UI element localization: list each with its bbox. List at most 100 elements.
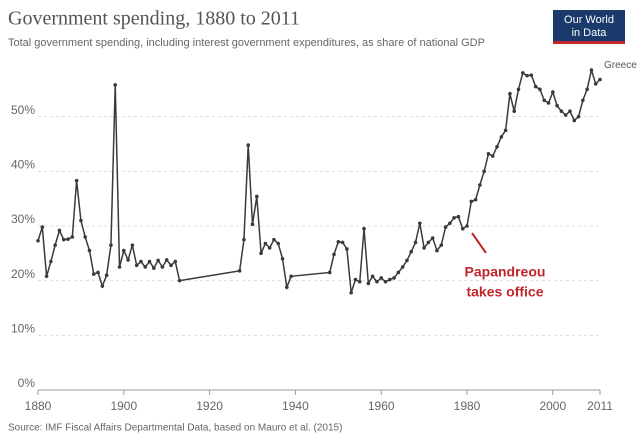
data-point (87, 248, 92, 253)
data-point (370, 274, 375, 279)
data-point (276, 241, 281, 246)
x-tick-label: 1960 (368, 399, 395, 413)
logo-bar (553, 41, 625, 44)
data-point (49, 259, 53, 264)
data-point (259, 251, 263, 256)
data-point (96, 270, 100, 275)
data-point (443, 225, 448, 229)
data-point (559, 109, 564, 113)
data-point (400, 265, 405, 269)
data-point (40, 225, 45, 229)
x-tick-label: 1940 (282, 399, 309, 413)
data-point (533, 84, 538, 89)
data-point (452, 216, 456, 220)
data-point (405, 258, 409, 263)
data-point (285, 285, 289, 290)
data-point (117, 265, 122, 269)
data-point (495, 144, 499, 149)
data-point (66, 237, 70, 241)
data-point (576, 114, 581, 119)
data-point (546, 101, 551, 105)
annotation: takes office (466, 284, 543, 300)
data-point (392, 276, 396, 280)
data-point (418, 221, 422, 226)
data-point (538, 87, 542, 92)
data-point (508, 91, 512, 96)
y-tick-label: 50% (11, 103, 35, 117)
chart-subtitle: Total government spending, including int… (8, 37, 485, 49)
data-point (134, 263, 139, 268)
data-point (362, 226, 366, 231)
data-point (357, 279, 362, 284)
data-point (74, 178, 79, 183)
data-point (109, 243, 113, 247)
data-point (53, 243, 57, 247)
data-point (83, 235, 87, 239)
data-point (598, 77, 602, 82)
annotation: Papandreou (465, 264, 546, 280)
data-point (426, 240, 431, 245)
data-point (70, 235, 75, 239)
data-point (413, 240, 418, 245)
chart-title: Government spending, 1880 to 2011 (8, 8, 300, 30)
data-point (503, 128, 508, 133)
data-point (147, 259, 152, 264)
data-point (272, 237, 276, 242)
data-point (430, 236, 435, 240)
y-tick-label: 20% (11, 267, 35, 281)
data-point (512, 109, 516, 113)
data-point (456, 214, 461, 219)
data-point (465, 224, 469, 228)
logo-box (553, 10, 625, 44)
data-point (289, 274, 293, 279)
y-tick-label: 30% (11, 212, 35, 226)
data-point (143, 265, 148, 269)
data-point (345, 247, 349, 251)
annotation-line (471, 232, 487, 254)
data-point (383, 279, 388, 284)
data-point (499, 135, 504, 139)
data-point (387, 277, 392, 282)
data-point (469, 199, 474, 204)
data-point (169, 263, 173, 268)
series-line (37, 67, 601, 293)
data-point (79, 218, 83, 223)
data-point (572, 118, 577, 123)
data-point (460, 226, 465, 231)
data-point (563, 113, 568, 117)
logo-text: Our World (564, 14, 614, 26)
data-point (349, 290, 353, 295)
data-point (267, 246, 272, 250)
data-point (156, 258, 160, 263)
data-point (529, 73, 534, 77)
data-point (332, 252, 336, 257)
data-point (139, 259, 143, 264)
data-point (164, 258, 169, 262)
y-tick-label: 10% (11, 322, 35, 336)
data-point (353, 277, 358, 282)
data-point (327, 270, 332, 275)
data-point (36, 238, 40, 243)
data-point (173, 259, 178, 264)
data-point (263, 241, 268, 246)
x-tick-label: 1920 (196, 399, 223, 413)
data-point (113, 83, 118, 87)
data-point (435, 248, 439, 253)
data-point (409, 249, 414, 254)
data-point (250, 222, 255, 227)
data-point (336, 240, 341, 244)
data-point (482, 169, 486, 174)
x-tick-label: 1880 (25, 399, 52, 413)
x-tick-label: 1900 (110, 399, 137, 413)
data-point (375, 279, 379, 284)
y-tick-label: 40% (11, 158, 35, 172)
data-point (516, 87, 521, 92)
data-point (473, 197, 478, 202)
x-tick-label: 1980 (454, 399, 481, 413)
data-point (593, 82, 598, 86)
data-point (585, 87, 589, 92)
data-point (130, 243, 135, 247)
x-tick-label: 2011 (587, 399, 613, 413)
data-point (254, 194, 259, 199)
